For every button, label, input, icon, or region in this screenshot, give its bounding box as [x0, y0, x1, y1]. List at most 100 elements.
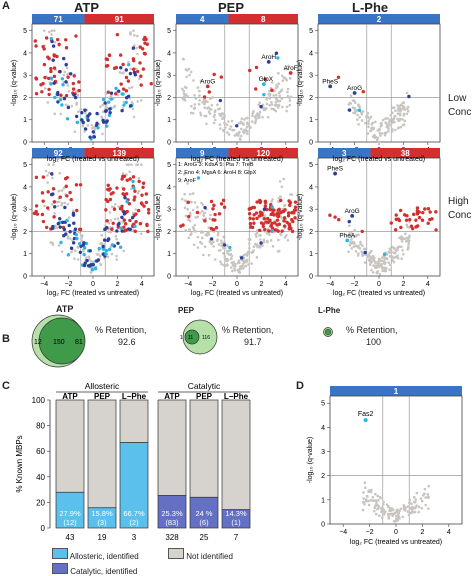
point-grey	[387, 129, 390, 133]
point-grey	[396, 248, 399, 252]
point-blue	[222, 243, 227, 247]
point-grey	[50, 203, 54, 206]
point-grey	[388, 509, 391, 512]
count-down-label: 71	[54, 15, 63, 24]
bar-data-label: (2)	[129, 518, 139, 527]
point-red	[209, 199, 214, 204]
point-grey	[180, 197, 184, 201]
point-grey	[223, 122, 227, 126]
point-red	[140, 47, 145, 51]
point-blue	[74, 114, 79, 119]
point-grey	[121, 221, 124, 224]
legend-catalytic: Catalytic, identified	[52, 563, 137, 576]
point-grey	[42, 29, 46, 32]
point-blue	[56, 100, 60, 104]
point-red	[286, 211, 291, 215]
bar-total-label: 43	[66, 533, 75, 542]
point-grey	[386, 257, 389, 261]
point-grey	[389, 123, 393, 127]
point-red	[41, 44, 45, 49]
point-blue	[69, 246, 74, 250]
count-down-label: 3	[342, 149, 347, 158]
point-grey	[207, 233, 211, 236]
point-red	[251, 217, 256, 221]
point-blue	[58, 98, 63, 102]
category-label: PEP	[94, 392, 111, 401]
point-grey	[348, 224, 351, 228]
point-red	[252, 221, 256, 225]
point-red	[141, 181, 146, 185]
y-tick-label: 4	[167, 184, 171, 191]
point-red	[144, 192, 149, 196]
point-red	[105, 57, 110, 62]
point-red	[143, 41, 147, 45]
point-grey	[387, 505, 390, 509]
point-red	[41, 175, 46, 179]
point-red	[287, 227, 291, 231]
point-blue	[259, 241, 263, 245]
point-grey	[242, 118, 246, 121]
point-red	[291, 210, 296, 215]
point-grey	[366, 132, 370, 135]
point-blue	[50, 39, 54, 44]
count-bar-up	[370, 148, 440, 158]
annotated-point	[266, 59, 271, 64]
y-tick-label: 3	[167, 73, 171, 80]
point-blue	[74, 233, 79, 237]
point-grey	[235, 132, 239, 135]
point-grey	[396, 117, 399, 121]
point-annotation: AroG	[347, 85, 362, 92]
legend-label-catalytic: Catalytic, identified	[70, 567, 138, 576]
point-grey	[251, 250, 255, 254]
point-grey	[204, 233, 208, 237]
point-grey	[400, 257, 403, 260]
point-grey	[365, 115, 368, 119]
point-grey	[86, 124, 90, 127]
point-red	[111, 191, 115, 195]
point-blue	[101, 118, 105, 123]
point-grey	[230, 261, 234, 265]
point-grey	[225, 249, 229, 253]
point-grey	[189, 111, 193, 115]
count-bar-down	[176, 148, 229, 158]
point-grey	[73, 257, 76, 261]
count-up-label: 8	[261, 15, 266, 24]
point-grey	[350, 238, 353, 241]
bar-data-label: 15.8%	[91, 509, 113, 518]
point-grey	[277, 71, 280, 75]
point-red	[64, 184, 68, 189]
point-red	[108, 187, 112, 191]
bar-total-label: 3	[132, 533, 137, 542]
point-red	[75, 208, 79, 213]
x-tick-label: −4	[40, 281, 48, 288]
point-red	[181, 223, 185, 227]
point-grey	[139, 232, 143, 236]
point-grey	[395, 509, 399, 512]
panel-label-d: D	[296, 380, 304, 392]
point-grey	[388, 255, 392, 258]
point-red	[52, 54, 57, 58]
point-grey	[272, 94, 276, 97]
point-grey	[369, 490, 373, 494]
point-grey	[393, 128, 397, 132]
bar-identified	[55, 491, 85, 529]
point-blue	[196, 176, 201, 180]
point-grey	[362, 497, 365, 500]
point-red	[217, 212, 222, 216]
point-red	[41, 81, 45, 86]
point-grey	[276, 250, 280, 253]
y-tick-label: 1	[167, 251, 171, 258]
point-grey	[266, 240, 269, 244]
point-grey	[285, 109, 288, 113]
y-tick-label: 2	[23, 95, 27, 102]
point-grey	[250, 262, 253, 265]
x-tick-label: −4	[326, 281, 334, 288]
y-tick-label: 5	[309, 28, 313, 35]
point-grey	[132, 29, 135, 32]
point-grey	[383, 266, 386, 269]
point-grey	[240, 117, 244, 120]
point-blue	[235, 124, 239, 128]
point-blue	[131, 46, 136, 50]
point-blue	[62, 234, 66, 238]
point-grey	[406, 247, 410, 251]
